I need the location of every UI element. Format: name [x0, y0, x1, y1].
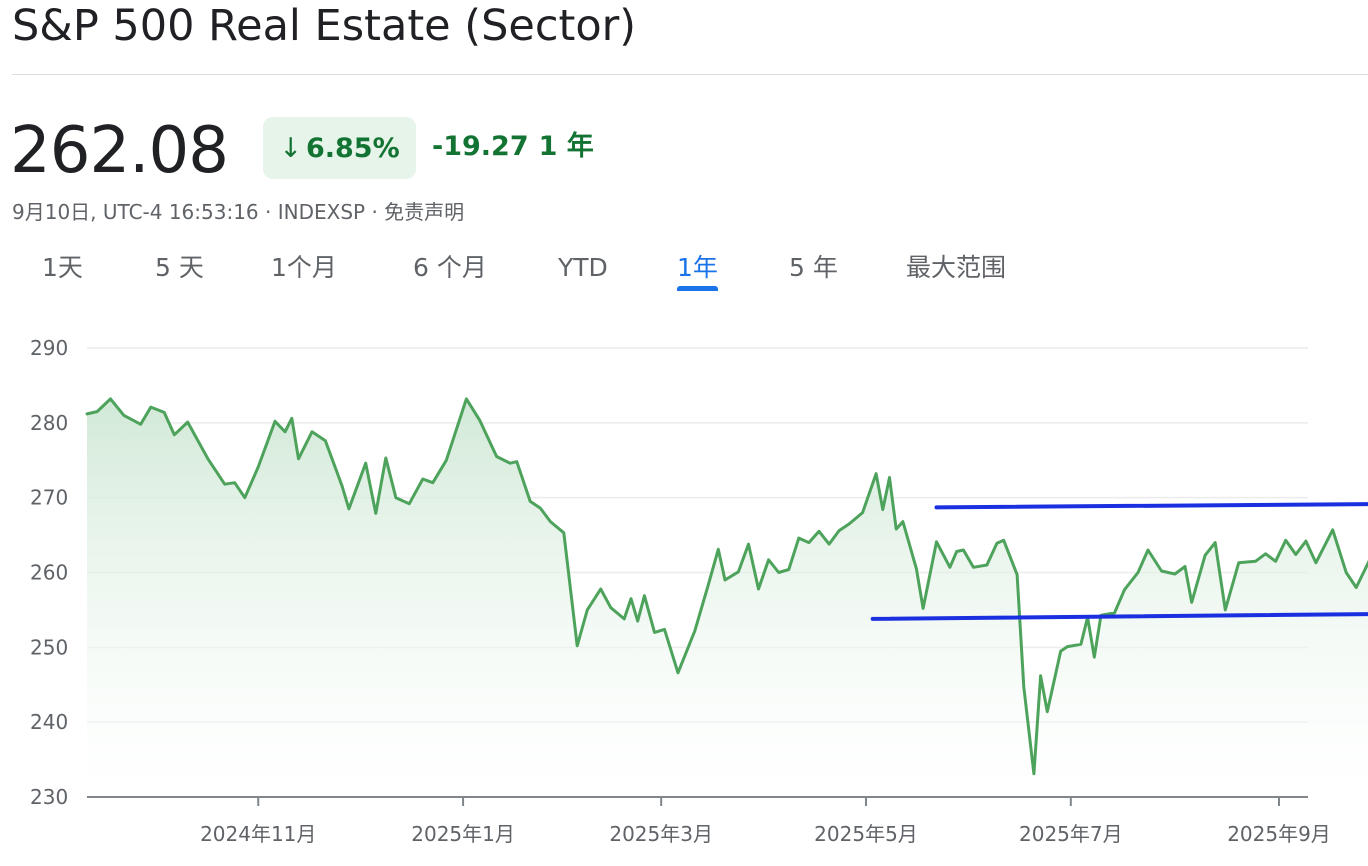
tab-label: 6 个月: [413, 253, 487, 282]
timestamp-meta: 9月10日, UTC-4 16:53:16 · INDEXSP · 免责声明: [12, 200, 465, 224]
y-tick-label: 240: [30, 710, 68, 734]
tab-1m[interactable]: 1个月: [271, 248, 337, 288]
tab-max[interactable]: 最大范围: [906, 248, 1006, 288]
trendline: [934, 502, 1368, 510]
x-tick-label: 2025年5月: [814, 822, 918, 846]
absolute-change: -19.27 1 年: [432, 127, 604, 167]
header-divider: [12, 74, 1368, 75]
page-title: S&P 500 Real Estate (Sector): [12, 1, 637, 51]
percent-change-value: 6.85%: [305, 132, 400, 164]
tab-ytd[interactable]: YTD: [558, 248, 608, 288]
x-tick-label: 2025年1月: [411, 822, 515, 846]
x-tick-label: 2025年7月: [1019, 822, 1123, 846]
arrow-down-icon: ↓: [279, 132, 302, 164]
change-period: 1 年: [538, 131, 594, 162]
tab-5y[interactable]: 5 年: [789, 248, 838, 288]
y-tick-label: 230: [30, 785, 68, 809]
active-tab-indicator: [677, 286, 718, 291]
y-tick-label: 270: [30, 486, 68, 510]
trendline: [870, 612, 1368, 621]
tab-label: 5 年: [789, 253, 838, 282]
tab-label: 1个月: [271, 253, 337, 282]
tab-label: YTD: [558, 253, 608, 282]
y-tick-label: 280: [30, 411, 68, 435]
area-fill: [87, 398, 1368, 797]
change-value: -19.27: [432, 131, 529, 162]
tab-label: 1天: [42, 253, 83, 282]
y-tick-label: 290: [30, 336, 68, 360]
tab-6m[interactable]: 6 个月: [413, 248, 487, 288]
current-price: 262.08: [10, 114, 229, 188]
tab-5d[interactable]: 5 天: [155, 248, 204, 288]
y-tick-label: 250: [30, 635, 68, 659]
y-tick-label: 260: [30, 561, 68, 585]
tab-1y[interactable]: 1年: [677, 248, 718, 291]
percent-change-badge: ↓ 6.85%: [263, 117, 416, 179]
tab-label: 1年: [677, 253, 718, 282]
x-tick-label: 2025年9月: [1227, 822, 1331, 846]
x-tick-label: 2025年3月: [609, 822, 713, 846]
tab-1d[interactable]: 1天: [42, 248, 83, 288]
tab-label: 最大范围: [906, 253, 1007, 282]
x-tick-label: 2024年11月: [200, 822, 316, 846]
price-line: [85, 397, 1368, 776]
range-tabs: 1天 5 天 1个月 6 个月 YTD 1年 5 年 最大范围: [0, 248, 1368, 298]
tab-label: 5 天: [155, 253, 204, 282]
